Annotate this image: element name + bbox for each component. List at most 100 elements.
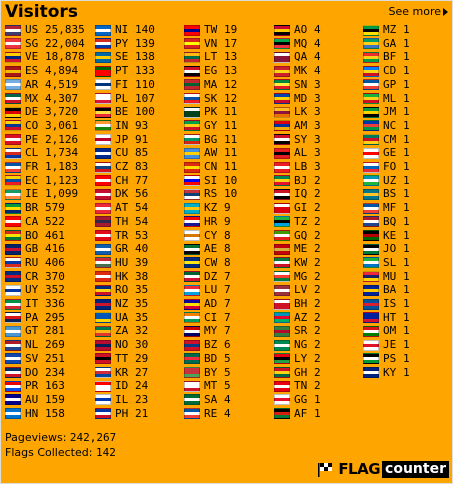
country-flag-icon bbox=[363, 51, 379, 63]
country-code: BF bbox=[383, 50, 397, 64]
country-code: UA bbox=[115, 310, 129, 324]
country-flag-icon bbox=[184, 79, 200, 91]
country-code: AZ bbox=[294, 310, 308, 324]
visitor-count: 5 bbox=[224, 351, 231, 365]
visitor-count: 139 bbox=[135, 36, 155, 50]
country-flag-icon bbox=[274, 325, 290, 337]
country-row: IL 23 bbox=[91, 393, 148, 407]
country-row: TZ 2 bbox=[270, 215, 321, 229]
visitor-count: 35 bbox=[135, 283, 149, 297]
country-code: LU bbox=[204, 283, 218, 297]
visitor-count: 7 bbox=[224, 297, 231, 310]
country-row: HR 9 bbox=[180, 215, 231, 229]
flag-counter-logo[interactable]: FLAG counter bbox=[316, 461, 449, 478]
country-flag-icon bbox=[274, 271, 290, 283]
country-row: SR 2 bbox=[270, 324, 321, 338]
country-flag-icon bbox=[95, 65, 111, 77]
country-code: GE bbox=[383, 146, 397, 160]
visitor-count: 1,734 bbox=[45, 146, 79, 160]
country-flag-icon bbox=[184, 298, 200, 310]
country-row: IT 336 bbox=[1, 297, 65, 311]
country-row: TW 19 bbox=[180, 23, 237, 37]
country-row: MA 12 bbox=[180, 78, 237, 92]
visitor-count: 2 bbox=[314, 365, 321, 379]
country-flag-icon bbox=[95, 298, 111, 310]
country-flag-icon bbox=[274, 284, 290, 296]
visitor-count: 406 bbox=[45, 255, 65, 269]
country-row: BD 5 bbox=[180, 352, 231, 366]
country-row: CW 8 bbox=[180, 256, 231, 270]
see-more-label: See more bbox=[388, 5, 441, 18]
country-row: GY 11 bbox=[180, 119, 237, 133]
country-flag-icon bbox=[184, 106, 200, 118]
country-row: SY 3 bbox=[270, 133, 321, 147]
country-flag-icon bbox=[95, 202, 111, 214]
country-row: CI 7 bbox=[180, 311, 231, 325]
country-flag-icon bbox=[363, 325, 379, 337]
visitor-count: 8 bbox=[224, 242, 231, 256]
country-row: CZ 83 bbox=[91, 160, 148, 174]
country-code: FR bbox=[25, 160, 39, 173]
country-row: BG 11 bbox=[180, 133, 237, 147]
country-code: PT bbox=[115, 64, 129, 78]
country-code: JO bbox=[383, 242, 397, 256]
country-flag-icon bbox=[5, 216, 21, 228]
country-flag-icon bbox=[274, 202, 290, 214]
country-flag-icon bbox=[5, 339, 21, 351]
country-code: NG bbox=[294, 338, 308, 352]
visitor-count: 4 bbox=[314, 36, 321, 50]
country-flag-icon bbox=[363, 312, 379, 324]
country-code: HT bbox=[383, 310, 397, 324]
country-row: KZ 9 bbox=[180, 201, 231, 215]
country-flag-icon bbox=[363, 271, 379, 283]
country-flag-icon bbox=[184, 312, 200, 324]
country-code: HU bbox=[115, 255, 129, 269]
visitor-count: 579 bbox=[45, 201, 65, 215]
country-row: GA 1 bbox=[359, 37, 410, 51]
country-code: SG bbox=[25, 36, 39, 50]
visitor-count: 35 bbox=[135, 310, 149, 324]
country-flag-icon bbox=[274, 380, 290, 392]
country-row: IN 93 bbox=[91, 119, 148, 133]
country-flag-icon bbox=[5, 298, 21, 310]
country-row: BQ 1 bbox=[359, 215, 410, 229]
country-row: VN 17 bbox=[180, 37, 237, 51]
country-flag-icon bbox=[95, 408, 111, 420]
country-code: MY bbox=[204, 324, 218, 338]
country-flag-icon bbox=[274, 79, 290, 91]
visitor-count: 1 bbox=[403, 324, 410, 338]
country-code: GA bbox=[383, 36, 397, 50]
visitor-count: 38 bbox=[135, 269, 149, 283]
country-flag-icon bbox=[184, 216, 200, 228]
visitor-count: 17 bbox=[224, 36, 238, 50]
visitor-count: 93 bbox=[135, 118, 149, 132]
see-more-link[interactable]: See more bbox=[388, 5, 448, 19]
country-flag-icon bbox=[184, 257, 200, 269]
country-code: AM bbox=[294, 118, 308, 132]
country-code: HN bbox=[25, 406, 39, 420]
country-row: TH 54 bbox=[91, 215, 148, 229]
country-code: CH bbox=[115, 173, 129, 187]
country-row: LT 13 bbox=[180, 50, 237, 64]
country-code: AW bbox=[204, 146, 218, 160]
country-flag-icon bbox=[95, 257, 111, 269]
country-code: TW bbox=[204, 23, 218, 36]
pageviews-stat: Pageviews: 242,267 bbox=[5, 431, 116, 445]
country-code: UY bbox=[25, 283, 39, 297]
country-code: ML bbox=[383, 91, 397, 105]
visitor-count: 39 bbox=[135, 255, 149, 269]
country-flag-icon bbox=[274, 298, 290, 310]
country-code: PS bbox=[383, 351, 397, 365]
country-code: AE bbox=[204, 242, 218, 256]
country-code: NL bbox=[25, 338, 39, 352]
visitor-count: 4 bbox=[314, 50, 321, 64]
country-row: JM 1 bbox=[359, 105, 410, 119]
country-code: VE bbox=[25, 50, 39, 64]
country-code: BS bbox=[383, 187, 397, 201]
country-row: HT 1 bbox=[359, 311, 410, 325]
country-code: BQ bbox=[383, 214, 397, 228]
country-row: BO 461 bbox=[1, 229, 65, 243]
country-code: KE bbox=[383, 228, 397, 242]
country-flag-icon bbox=[5, 271, 21, 283]
visitor-count: 1 bbox=[403, 351, 410, 365]
